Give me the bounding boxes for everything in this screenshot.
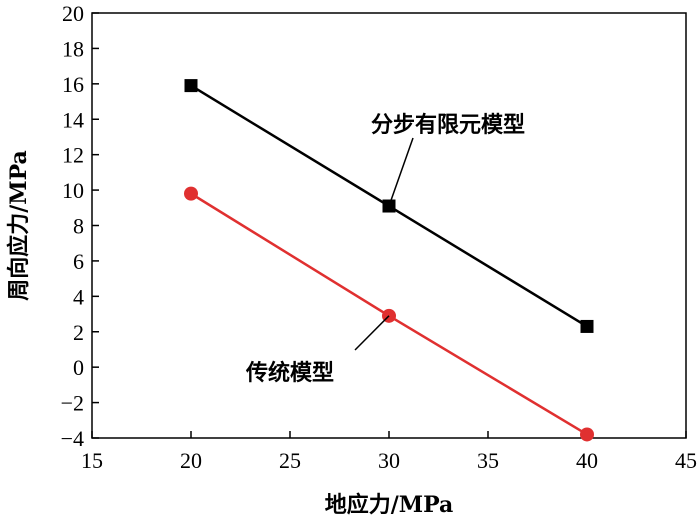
x-tick-label: 15 xyxy=(81,448,103,473)
y-tick-label: 0 xyxy=(73,355,84,380)
y-tick-label: 16 xyxy=(62,72,84,97)
annotation-leader xyxy=(388,137,414,207)
y-tick-label: 14 xyxy=(62,107,84,132)
annotation-leader xyxy=(354,315,390,351)
y-tick-label: 2 xyxy=(73,320,84,345)
x-axis-label: 地应力/MPa xyxy=(325,492,454,518)
y-tick-label: −4 xyxy=(61,426,84,451)
data-point-circle xyxy=(184,186,198,201)
x-tick-label: 20 xyxy=(180,448,202,473)
x-ticks: 15 20 25 30 35 40 45 xyxy=(81,431,697,473)
x-tick-label: 30 xyxy=(378,448,400,473)
y-tick-label: 10 xyxy=(62,178,84,203)
y-tick-label: 12 xyxy=(62,143,84,168)
annotation-2: 传统模型 xyxy=(245,315,390,386)
x-tick-label: 35 xyxy=(477,448,499,473)
data-point-circle xyxy=(580,427,594,442)
axes xyxy=(91,12,687,439)
annotation-label: 传统模型 xyxy=(245,360,334,386)
x-tick-label: 45 xyxy=(675,448,697,473)
y-tick-label: 8 xyxy=(73,214,84,239)
y-tick-label: 20 xyxy=(62,1,84,26)
annotation-label: 分步有限元模型 xyxy=(371,112,525,138)
y-tick-label: 18 xyxy=(62,36,84,61)
data-point-square xyxy=(184,79,198,93)
annotation-1: 分步有限元模型 xyxy=(371,112,525,207)
y-tick-label: 4 xyxy=(73,284,84,309)
y-axis-label: 周向应力/MPa xyxy=(6,150,32,301)
y-tick-label: 6 xyxy=(73,249,84,274)
x-tick-label: 25 xyxy=(279,448,301,473)
series-2 xyxy=(184,186,594,442)
y-tick-label: −2 xyxy=(61,391,84,416)
data-point-square xyxy=(580,319,594,333)
x-tick-label: 40 xyxy=(576,448,598,473)
plot-frame xyxy=(91,12,687,439)
